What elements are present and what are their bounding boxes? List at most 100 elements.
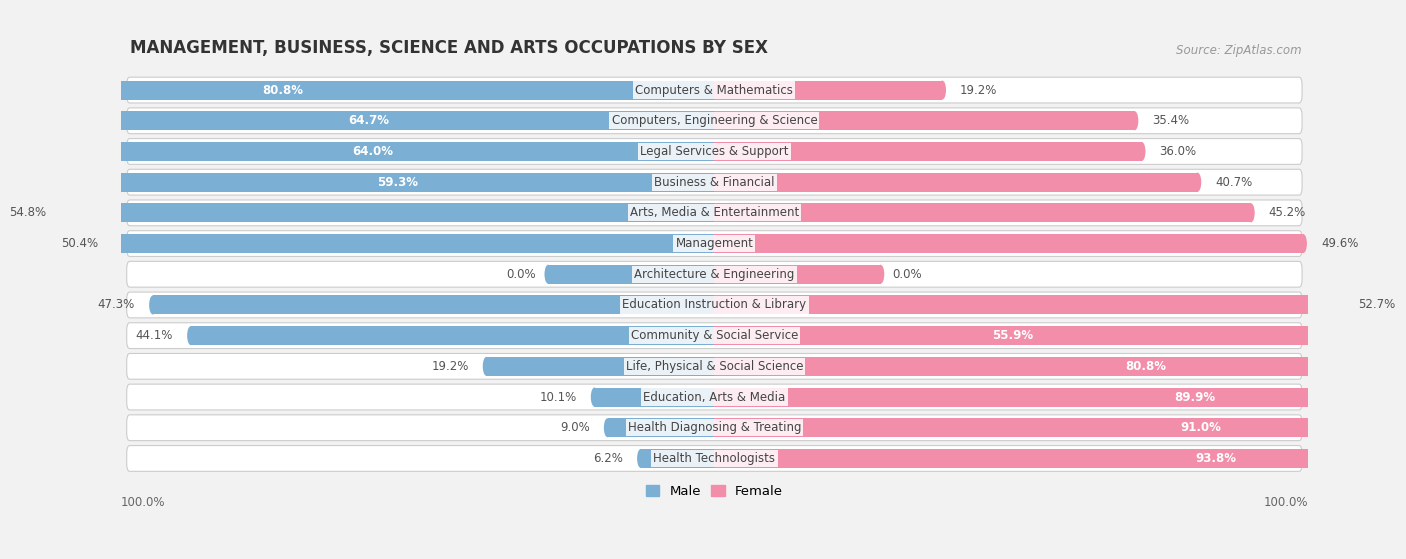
Bar <box>153 296 714 315</box>
Bar <box>714 173 1198 192</box>
Text: Health Technologists: Health Technologists <box>654 452 775 465</box>
Text: 100.0%: 100.0% <box>1264 496 1308 509</box>
Text: 47.3%: 47.3% <box>98 299 135 311</box>
Text: 55.9%: 55.9% <box>993 329 1033 342</box>
FancyBboxPatch shape <box>127 139 1302 164</box>
Text: 19.2%: 19.2% <box>960 84 997 97</box>
Bar <box>714 449 1406 468</box>
Text: Life, Physical & Social Science: Life, Physical & Social Science <box>626 360 803 373</box>
Text: 9.0%: 9.0% <box>560 421 589 434</box>
Text: Community & Social Service: Community & Social Service <box>631 329 799 342</box>
Ellipse shape <box>939 80 946 100</box>
Text: 0.0%: 0.0% <box>893 268 922 281</box>
Ellipse shape <box>591 387 598 406</box>
FancyBboxPatch shape <box>127 292 1302 318</box>
Text: 89.9%: 89.9% <box>1174 391 1215 404</box>
Text: Legal Services & Support: Legal Services & Support <box>640 145 789 158</box>
Text: Architecture & Engineering: Architecture & Engineering <box>634 268 794 281</box>
Text: Arts, Media & Entertainment: Arts, Media & Entertainment <box>630 206 799 219</box>
Bar <box>117 234 714 253</box>
Text: 50.4%: 50.4% <box>60 237 98 250</box>
Text: 80.8%: 80.8% <box>262 84 304 97</box>
Text: Source: ZipAtlas.com: Source: ZipAtlas.com <box>1177 44 1302 57</box>
Bar <box>714 387 1406 406</box>
Bar <box>714 418 1406 437</box>
FancyBboxPatch shape <box>127 200 1302 226</box>
Legend: Male, Female: Male, Female <box>640 480 789 503</box>
Ellipse shape <box>187 326 194 345</box>
FancyBboxPatch shape <box>127 446 1302 471</box>
Text: Health Diagnosing & Treating: Health Diagnosing & Treating <box>627 421 801 434</box>
Text: MANAGEMENT, BUSINESS, SCIENCE AND ARTS OCCUPATIONS BY SEX: MANAGEMENT, BUSINESS, SCIENCE AND ARTS O… <box>131 39 768 57</box>
Bar <box>63 203 714 222</box>
FancyBboxPatch shape <box>127 384 1302 410</box>
Text: 49.6%: 49.6% <box>1322 237 1358 250</box>
FancyBboxPatch shape <box>127 231 1302 257</box>
Text: 0.0%: 0.0% <box>506 268 536 281</box>
Ellipse shape <box>637 449 644 468</box>
Text: 44.1%: 44.1% <box>135 329 173 342</box>
Text: 6.2%: 6.2% <box>593 452 623 465</box>
Bar <box>607 418 714 437</box>
FancyBboxPatch shape <box>127 77 1302 103</box>
Bar <box>714 234 1303 253</box>
Ellipse shape <box>1194 173 1201 192</box>
Text: 35.4%: 35.4% <box>1153 114 1189 127</box>
Bar <box>10 173 714 192</box>
Text: Computers, Engineering & Science: Computers, Engineering & Science <box>612 114 817 127</box>
Ellipse shape <box>7 173 14 192</box>
Bar <box>714 203 1251 222</box>
FancyBboxPatch shape <box>127 353 1302 379</box>
Ellipse shape <box>1336 296 1344 315</box>
Bar <box>714 357 1406 376</box>
Text: 54.8%: 54.8% <box>8 206 46 219</box>
Bar <box>486 357 714 376</box>
Ellipse shape <box>1299 234 1308 253</box>
Bar <box>595 387 714 406</box>
Text: 64.7%: 64.7% <box>349 114 389 127</box>
Ellipse shape <box>482 357 491 376</box>
Ellipse shape <box>603 418 612 437</box>
Ellipse shape <box>544 265 551 284</box>
Bar <box>714 142 1142 161</box>
FancyBboxPatch shape <box>127 323 1302 349</box>
FancyBboxPatch shape <box>127 108 1302 134</box>
Bar <box>548 265 714 284</box>
Text: 64.0%: 64.0% <box>352 145 392 158</box>
FancyBboxPatch shape <box>127 262 1302 287</box>
Text: Business & Financial: Business & Financial <box>654 176 775 189</box>
Text: 45.2%: 45.2% <box>1268 206 1306 219</box>
Text: 36.0%: 36.0% <box>1160 145 1197 158</box>
Bar <box>714 80 942 100</box>
Text: Education Instruction & Library: Education Instruction & Library <box>623 299 807 311</box>
Text: 52.7%: 52.7% <box>1358 299 1395 311</box>
Ellipse shape <box>877 265 884 284</box>
Ellipse shape <box>1374 326 1382 345</box>
Text: Management: Management <box>675 237 754 250</box>
Text: 59.3%: 59.3% <box>377 176 418 189</box>
FancyBboxPatch shape <box>127 169 1302 195</box>
Text: 19.2%: 19.2% <box>432 360 468 373</box>
Bar <box>714 326 1378 345</box>
Ellipse shape <box>149 296 156 315</box>
Ellipse shape <box>60 203 67 222</box>
Bar <box>0 142 714 161</box>
Bar <box>641 449 714 468</box>
FancyBboxPatch shape <box>127 415 1302 440</box>
Ellipse shape <box>1137 142 1146 161</box>
Text: Education, Arts & Media: Education, Arts & Media <box>644 391 786 404</box>
Bar <box>714 111 1135 130</box>
Ellipse shape <box>1130 111 1139 130</box>
Text: 80.8%: 80.8% <box>1126 360 1167 373</box>
Text: 93.8%: 93.8% <box>1195 452 1236 465</box>
Text: 40.7%: 40.7% <box>1215 176 1253 189</box>
Bar <box>0 111 714 130</box>
Ellipse shape <box>112 234 120 253</box>
Bar <box>714 265 880 284</box>
Bar <box>0 80 714 100</box>
Text: 10.1%: 10.1% <box>540 391 576 404</box>
Ellipse shape <box>1247 203 1254 222</box>
Bar <box>714 296 1340 315</box>
Text: 100.0%: 100.0% <box>121 496 166 509</box>
Text: 91.0%: 91.0% <box>1180 421 1220 434</box>
